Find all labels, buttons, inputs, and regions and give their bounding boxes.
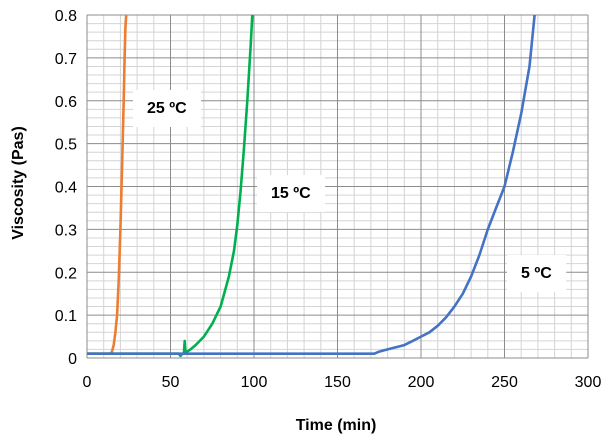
y-tick-label: 0.6: [55, 94, 77, 111]
y-tick-label: 0.1: [55, 308, 77, 325]
y-axis-title: Viscosity (Pas): [10, 126, 27, 240]
y-tick-label: 0.4: [55, 180, 77, 197]
major-gridlines: [86, 14, 589, 359]
x-tick-label: 0: [83, 374, 92, 391]
x-tick-label: 250: [491, 374, 518, 391]
y-axis-ticks: 0 0.1 0.2 0.3 0.4 0.5 0.6 0.7 0.8: [55, 8, 77, 368]
x-axis-title: Time (min): [296, 417, 377, 434]
y-tick-label: 0.8: [55, 8, 77, 25]
series-annotations: 25 ºC 15 ºC 5 ºC: [147, 100, 552, 282]
x-tick-label: 100: [241, 374, 268, 391]
x-tick-label: 300: [575, 374, 602, 391]
x-tick-label: 150: [324, 374, 351, 391]
x-axis-ticks: 0 50 100 150 200 250 300: [83, 374, 602, 391]
y-tick-label: 0.7: [55, 51, 77, 68]
series-line-2: [87, 15, 536, 355]
series-label-25c: 25 ºC: [147, 100, 187, 117]
data-series: [87, 15, 536, 358]
y-tick-label: 0.3: [55, 222, 77, 239]
x-tick-label: 200: [408, 374, 435, 391]
series-label-5c: 5 ºC: [521, 265, 552, 282]
annotation-box: [257, 175, 326, 212]
annotation-box: [133, 90, 202, 127]
y-tick-label: 0.2: [55, 265, 77, 282]
y-tick-label: 0: [68, 351, 77, 368]
x-tick-label: 50: [162, 374, 180, 391]
annotation-box: [507, 255, 567, 292]
series-label-15c: 15 ºC: [271, 185, 311, 202]
label-backgrounds: [133, 90, 567, 292]
y-tick-label: 0.5: [55, 137, 77, 154]
